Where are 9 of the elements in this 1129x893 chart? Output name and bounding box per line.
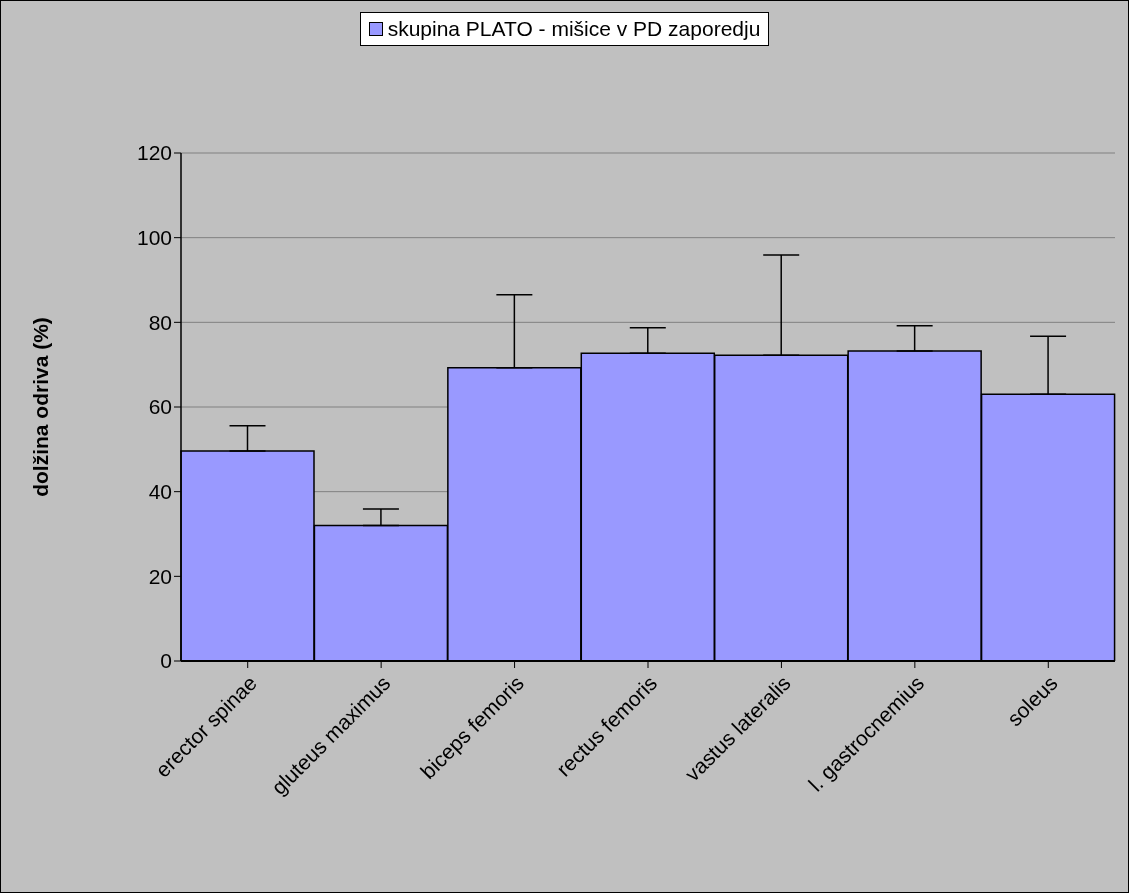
y-tick-label: 20 (148, 564, 172, 588)
y-tick-label: 60 (148, 395, 172, 419)
y-tick-label: 120 (136, 141, 172, 165)
y-tick-label: 100 (136, 226, 172, 250)
legend-label: skupina PLATO - mišice v PD zaporedju (387, 17, 761, 41)
y-axis-title: dolžina odriva (%) (29, 317, 53, 497)
y-tick-label: 0 (160, 649, 172, 673)
y-tick-label: 80 (148, 310, 172, 334)
y-tick-label: 40 (148, 480, 172, 504)
